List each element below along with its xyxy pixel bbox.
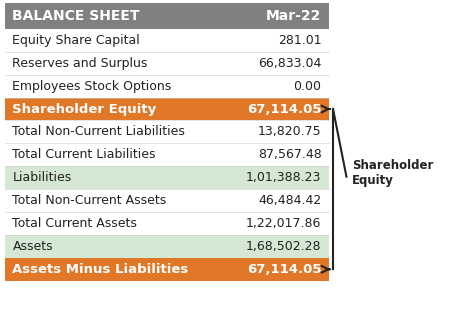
Text: Shareholder Equity: Shareholder Equity bbox=[12, 102, 157, 116]
Text: 67,114.05: 67,114.05 bbox=[247, 102, 321, 116]
Bar bbox=[5, 143, 329, 166]
Text: 67,114.05: 67,114.05 bbox=[247, 263, 321, 276]
Bar bbox=[5, 121, 329, 143]
Text: Total Non-Current Assets: Total Non-Current Assets bbox=[12, 194, 167, 207]
Text: 1,22,017.86: 1,22,017.86 bbox=[246, 217, 321, 230]
Text: Total Current Assets: Total Current Assets bbox=[12, 217, 137, 230]
Text: Liabilities: Liabilities bbox=[12, 171, 72, 184]
Bar bbox=[5, 29, 329, 52]
Text: Assets Minus Liabilities: Assets Minus Liabilities bbox=[12, 263, 189, 276]
Text: 281.01: 281.01 bbox=[278, 34, 321, 47]
Text: 87,567.48: 87,567.48 bbox=[258, 148, 321, 161]
Bar bbox=[5, 212, 329, 235]
Text: 1,01,388.23: 1,01,388.23 bbox=[246, 171, 321, 184]
Bar bbox=[5, 75, 329, 98]
Text: 46,484.42: 46,484.42 bbox=[258, 194, 321, 207]
Text: Shareholder
Equity: Shareholder Equity bbox=[352, 159, 434, 188]
Text: Reserves and Surplus: Reserves and Surplus bbox=[12, 57, 148, 70]
Bar bbox=[5, 98, 329, 121]
Text: Total Current Liabilities: Total Current Liabilities bbox=[12, 148, 156, 161]
Text: 0.00: 0.00 bbox=[293, 80, 321, 93]
Text: 66,833.04: 66,833.04 bbox=[258, 57, 321, 70]
Text: 1,68,502.28: 1,68,502.28 bbox=[246, 240, 321, 253]
Text: Equity Share Capital: Equity Share Capital bbox=[12, 34, 140, 47]
Bar bbox=[5, 3, 329, 29]
Text: BALANCE SHEET: BALANCE SHEET bbox=[12, 9, 140, 23]
Text: Mar-22: Mar-22 bbox=[266, 9, 321, 23]
Text: Total Non-Current Liabilities: Total Non-Current Liabilities bbox=[12, 125, 185, 139]
Bar bbox=[5, 189, 329, 212]
Bar bbox=[5, 52, 329, 75]
Text: Assets: Assets bbox=[12, 240, 53, 253]
Text: Employees Stock Options: Employees Stock Options bbox=[12, 80, 172, 93]
Bar bbox=[5, 258, 329, 281]
Text: 13,820.75: 13,820.75 bbox=[258, 125, 321, 139]
Bar bbox=[5, 235, 329, 258]
Bar bbox=[5, 166, 329, 189]
